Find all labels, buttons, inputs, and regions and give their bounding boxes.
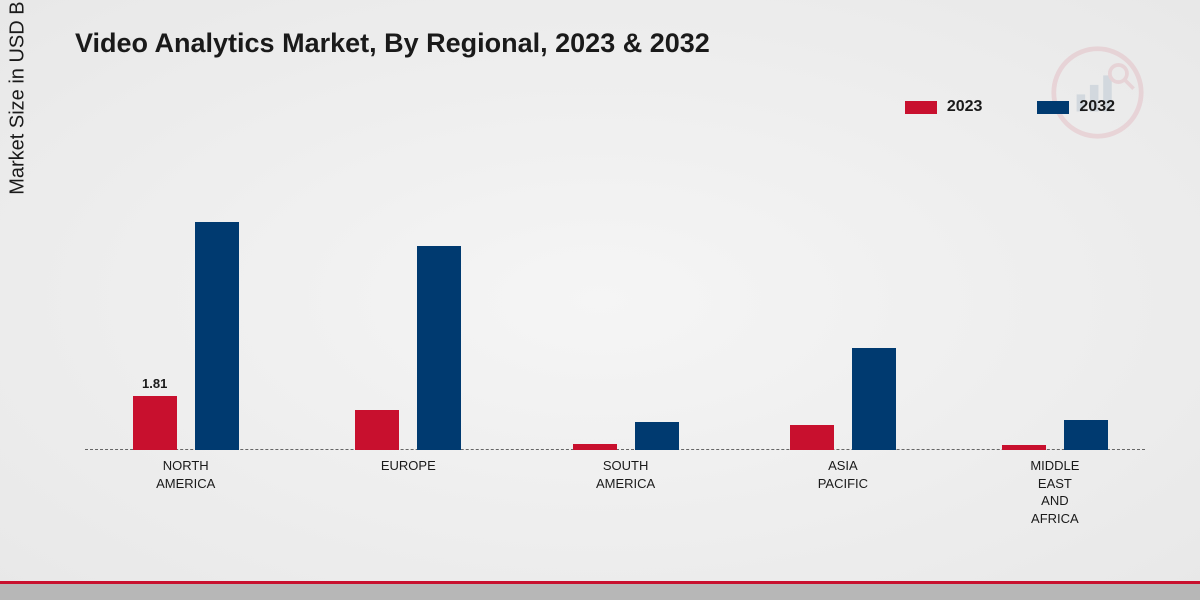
plot-area: 1.81 <box>85 150 1145 450</box>
x-category-label: NORTHAMERICA <box>156 457 215 492</box>
x-category-label: ASIAPACIFIC <box>818 457 868 492</box>
bar-2032 <box>417 246 461 450</box>
footer-bar <box>0 584 1200 600</box>
x-category-label: SOUTHAMERICA <box>596 457 655 492</box>
bar-2023 <box>1002 445 1046 450</box>
bar-2032 <box>635 422 679 451</box>
legend-item-2032: 2032 <box>1037 98 1115 116</box>
bar-2023 <box>355 410 399 451</box>
legend: 2023 2032 <box>905 98 1115 116</box>
bar-2032 <box>1064 420 1108 450</box>
legend-swatch-2023 <box>905 101 937 114</box>
bar-group <box>790 150 896 450</box>
bar-group <box>355 150 461 450</box>
mrfr-logo-watermark <box>1050 45 1145 140</box>
chart-title: Video Analytics Market, By Regional, 202… <box>75 28 710 59</box>
x-category-label: EUROPE <box>381 457 436 475</box>
legend-item-2023: 2023 <box>905 98 983 116</box>
legend-swatch-2032 <box>1037 101 1069 114</box>
bar-value-label: 1.81 <box>142 376 167 391</box>
x-category-label: MIDDLEEASTANDAFRICA <box>1030 457 1079 527</box>
y-axis-label: Market Size in USD Billion <box>7 0 30 195</box>
bar-2023 <box>790 425 834 451</box>
bar-2032 <box>852 348 896 450</box>
bar-group <box>1002 150 1108 450</box>
legend-label-2023: 2023 <box>947 98 983 116</box>
bar-group <box>573 150 679 450</box>
bar-2032 <box>195 222 239 450</box>
x-axis-labels: NORTHAMERICA EUROPE SOUTHAMERICA ASIAPACIFI… <box>85 457 1145 557</box>
bar-2023 <box>573 444 617 450</box>
bar-2023: 1.81 <box>133 396 177 450</box>
bar-group: 1.81 <box>133 150 239 450</box>
legend-label-2032: 2032 <box>1079 98 1115 116</box>
